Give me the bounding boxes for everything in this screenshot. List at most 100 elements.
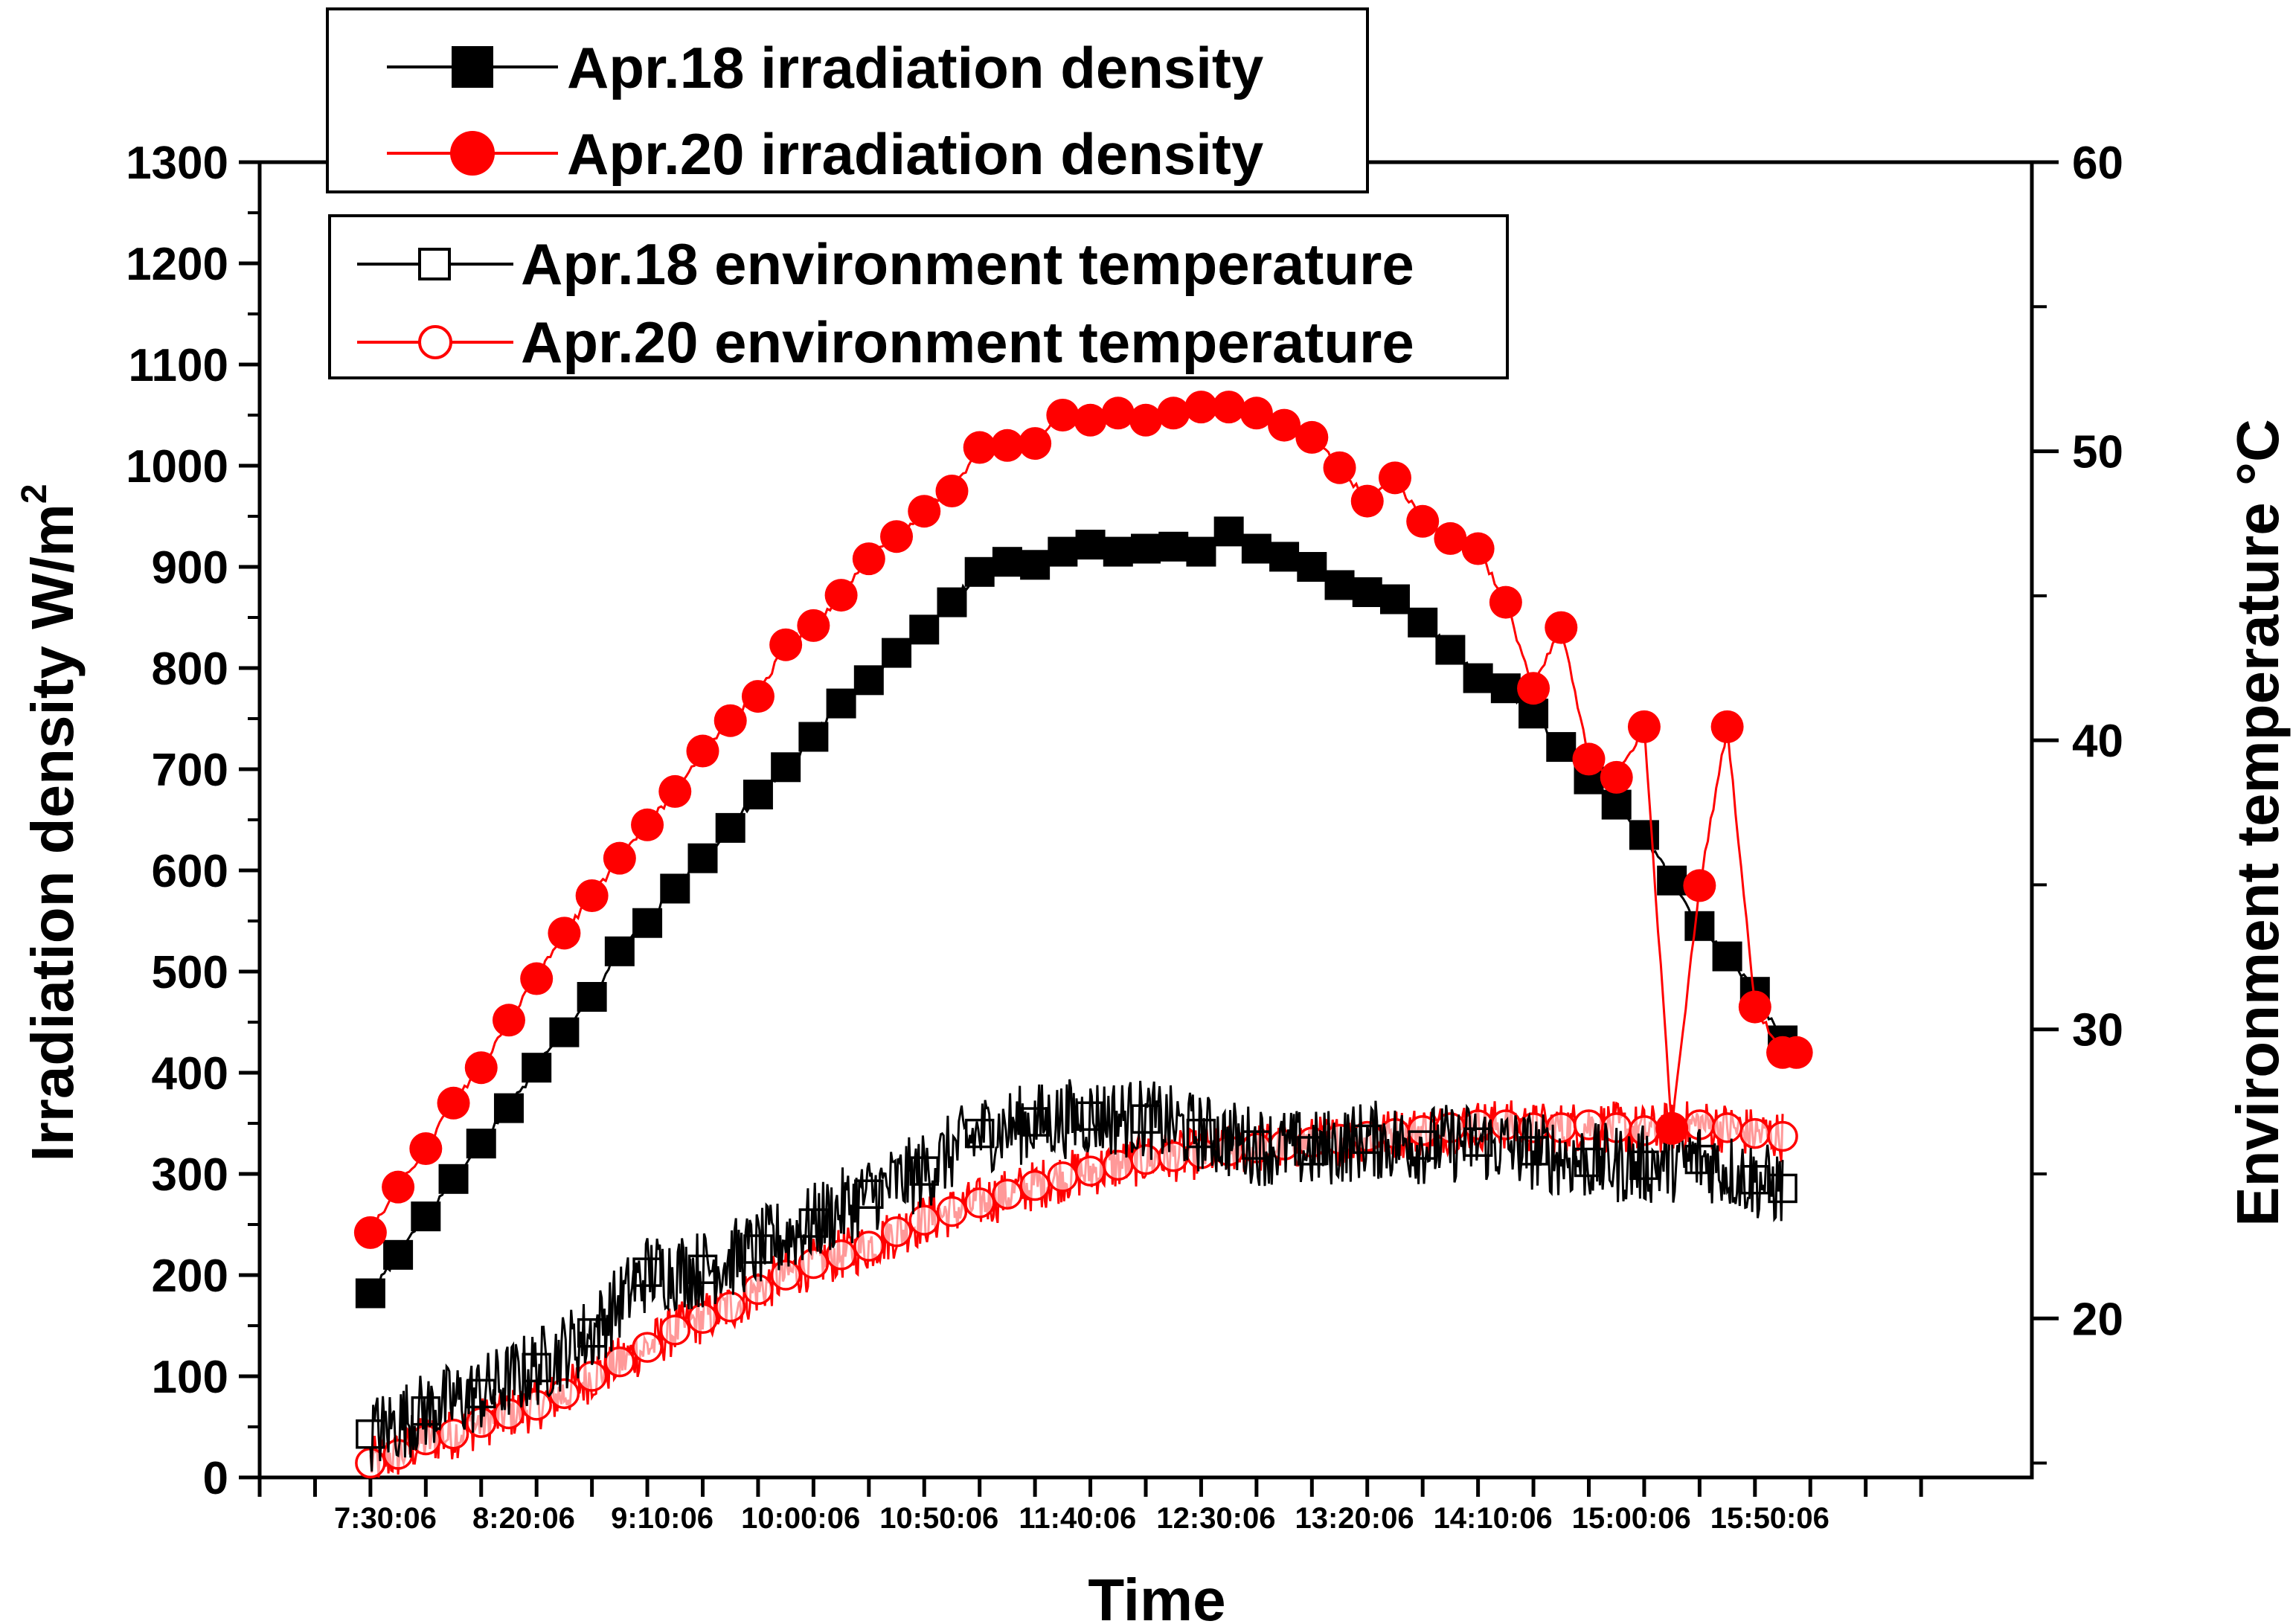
series-apr18-irradiation-density [355, 516, 1798, 1309]
data-point [741, 680, 775, 713]
data-point [852, 542, 885, 576]
data-point [743, 1234, 773, 1264]
data-point [1324, 570, 1355, 600]
data-point [825, 1239, 857, 1271]
y-right-tick-label: 50 [2072, 427, 2123, 478]
x-tick-label: 9:10:06 [611, 1502, 713, 1535]
data-point [356, 1419, 385, 1449]
data-point [1075, 530, 1106, 560]
data-point [687, 843, 718, 873]
data-point [411, 1396, 441, 1426]
data-point [631, 808, 664, 841]
y-left-axis-title-superscript: 2 [15, 484, 54, 504]
data-point [1353, 1124, 1382, 1155]
data-point [880, 520, 914, 553]
data-point [1738, 990, 1771, 1024]
series-apr18-environment-temperature [356, 1079, 1797, 1472]
data-point [438, 1164, 469, 1194]
data-point [881, 1216, 912, 1248]
legend-marker-apr20-temperature [418, 325, 452, 359]
y-left-tick-label: 800 [152, 643, 228, 695]
data-point [1710, 710, 1744, 743]
legend-marker-apr18-irradiation [452, 46, 493, 88]
data-point [577, 982, 607, 1012]
data-point [1684, 911, 1715, 941]
data-point [687, 1254, 718, 1284]
data-point [1463, 1127, 1493, 1158]
data-point [1350, 484, 1384, 518]
data-point [658, 774, 692, 808]
data-point [437, 1418, 469, 1450]
data-point [1129, 403, 1162, 437]
data-point [1269, 542, 1300, 572]
data-point [1131, 533, 1161, 564]
x-tick-label: 15:50:06 [1710, 1502, 1829, 1535]
data-point [1434, 521, 1467, 555]
data-point [549, 1017, 580, 1047]
x-tick-label: 7:30:06 [334, 1502, 437, 1535]
data-point [687, 1303, 719, 1335]
y-right-tick-label: 30 [2072, 1005, 2123, 1056]
data-point [522, 1053, 552, 1083]
data-point [1213, 516, 1244, 547]
data-point [603, 841, 636, 875]
data-point [1020, 550, 1051, 580]
data-point [882, 638, 912, 668]
data-point [797, 609, 830, 642]
y-left-tick-label: 900 [152, 542, 228, 594]
legend-label-apr18-irradiation: Apr.18 irradiation density [567, 35, 1263, 100]
y-right-axis-title: Environment temperature °C [2225, 419, 2291, 1227]
data-point [1268, 408, 1301, 442]
data-point [1019, 427, 1052, 460]
data-point [409, 1132, 443, 1165]
data-point [1241, 533, 1271, 564]
data-point [1046, 399, 1080, 431]
data-point [826, 688, 856, 719]
data-point [632, 1332, 663, 1363]
data-point [1780, 1036, 1813, 1069]
x-axis-title: Time [1088, 1567, 1225, 1624]
legend-irradiation: Apr.18 irradiation density Apr.20 irradi… [326, 7, 1369, 193]
data-point [743, 1274, 774, 1306]
x-tick-label: 12:30:06 [1156, 1502, 1275, 1535]
data-point [466, 1379, 496, 1409]
data-point [908, 1204, 940, 1236]
data-point [909, 614, 940, 645]
data-point [577, 1318, 607, 1348]
y-left-tick-label: 1200 [126, 239, 228, 290]
data-point [715, 812, 745, 843]
data-point [1352, 577, 1382, 607]
data-point [1574, 1147, 1604, 1178]
y-right-tick-label: 60 [2072, 138, 2123, 189]
y-left-tick-label: 500 [152, 947, 228, 998]
data-point [411, 1201, 441, 1232]
data-point [1739, 1117, 1771, 1149]
data-point [1047, 1161, 1079, 1193]
data-point [632, 1257, 662, 1287]
data-point [520, 962, 554, 995]
data-point [1546, 732, 1577, 763]
y-right-tick-label: 20 [2072, 1294, 2123, 1345]
x-tick-label: 10:50:06 [879, 1502, 998, 1535]
data-point [1103, 536, 1133, 567]
data-point [714, 1291, 746, 1323]
data-point [1657, 865, 1687, 896]
data-point [1074, 1155, 1106, 1187]
data-point [1490, 673, 1521, 704]
data-point [1297, 1136, 1327, 1166]
data-point [493, 1093, 524, 1123]
data-point [1684, 1144, 1715, 1175]
data-point [464, 1051, 498, 1085]
data-point [575, 879, 609, 912]
data-point [1379, 584, 1410, 614]
legend-irradiation-box [326, 7, 1369, 193]
data-point [1711, 1112, 1743, 1143]
data-point [1242, 1130, 1271, 1160]
y-right-tick-label: 40 [2072, 716, 2123, 767]
data-point [937, 587, 967, 617]
data-point [1184, 391, 1218, 424]
data-point [963, 431, 996, 464]
data-point [660, 873, 690, 904]
data-point [1019, 1169, 1051, 1201]
y-left-tick-label: 400 [152, 1048, 228, 1100]
